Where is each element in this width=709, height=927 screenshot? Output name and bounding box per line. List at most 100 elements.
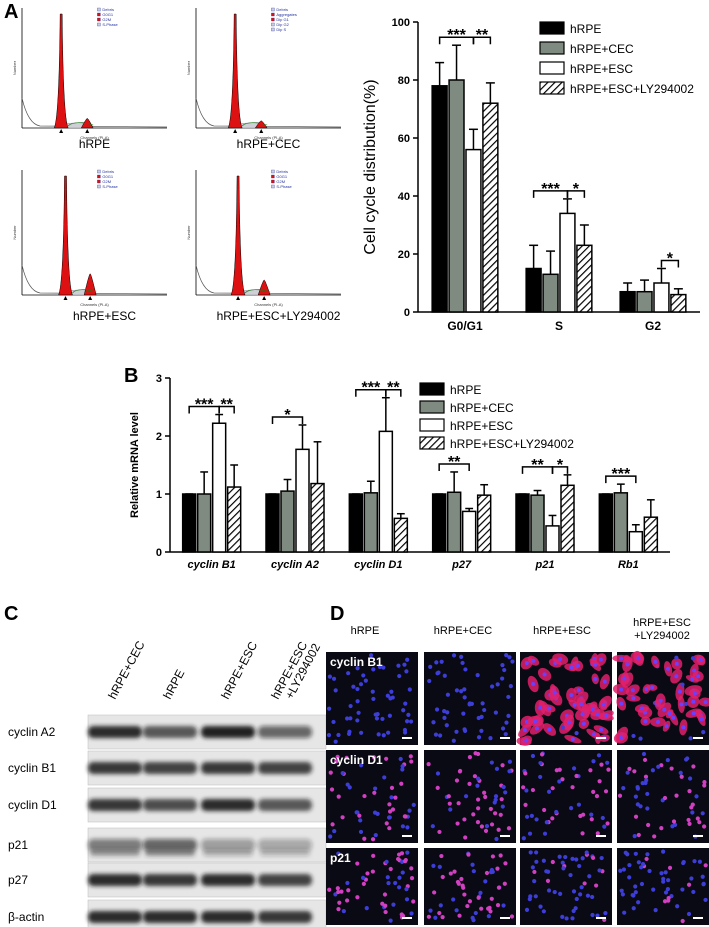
if-nucleus bbox=[451, 897, 456, 902]
g2-peak bbox=[83, 273, 97, 296]
if-nucleus bbox=[618, 868, 623, 873]
if-nucleus bbox=[644, 778, 649, 783]
significance-label: *** bbox=[541, 181, 560, 198]
if-nucleus bbox=[595, 831, 600, 836]
if-nucleus bbox=[370, 869, 375, 874]
if-nucleus bbox=[582, 881, 587, 886]
if-nucleus bbox=[404, 897, 410, 902]
legend-label: hRPE bbox=[570, 22, 601, 36]
if-nucleus bbox=[636, 860, 641, 865]
if-nucleus bbox=[475, 783, 480, 788]
if-image bbox=[424, 848, 516, 925]
if-nucleus bbox=[643, 774, 649, 779]
if-nucleus bbox=[336, 732, 341, 738]
legend-label: hRPE+ESC bbox=[570, 62, 633, 76]
if-nucleus bbox=[380, 716, 385, 722]
if-nucleus bbox=[547, 727, 552, 732]
significance-bracket bbox=[660, 259, 680, 268]
legend-label: hRPE+CEC bbox=[450, 401, 514, 415]
if-nucleus bbox=[576, 688, 581, 693]
if-nucleus bbox=[623, 850, 628, 855]
significance-bracket bbox=[271, 416, 304, 424]
legend-swatch bbox=[419, 382, 445, 396]
if-nucleus bbox=[671, 715, 676, 720]
flow-panel-label: hRPE+ESC+LY294002 bbox=[217, 309, 341, 323]
if-nucleus bbox=[622, 676, 627, 681]
if-nucleus bbox=[552, 889, 557, 895]
if-nucleus bbox=[447, 801, 452, 806]
if-nucleus bbox=[639, 881, 645, 887]
if-nucleus bbox=[476, 895, 481, 900]
if-nucleus bbox=[686, 911, 692, 917]
flow-legend-label: Dip G1 bbox=[276, 17, 289, 22]
if-nucleus bbox=[605, 760, 610, 765]
if-nucleus bbox=[678, 770, 683, 775]
blot-band bbox=[260, 849, 310, 856]
flow-legend-label: S-Phase bbox=[102, 22, 118, 27]
flow-legend-swatch bbox=[97, 22, 101, 27]
blot-band bbox=[88, 762, 142, 774]
if-image bbox=[326, 652, 418, 745]
if-nucleus bbox=[529, 813, 534, 819]
if-nucleus bbox=[680, 887, 685, 892]
if-nucleus bbox=[393, 880, 398, 886]
if-nucleus bbox=[571, 908, 576, 914]
y-axis-label: Relative mRNA level bbox=[129, 412, 141, 518]
if-nucleus bbox=[400, 824, 406, 829]
if-nucleus bbox=[596, 753, 602, 758]
if-nucleus bbox=[685, 756, 690, 761]
if-nucleus bbox=[504, 720, 509, 725]
legend-label: hRPE+CEC bbox=[570, 42, 634, 56]
flow-x-label: Channels (PI-A) bbox=[80, 302, 109, 307]
if-nucleus bbox=[409, 876, 415, 881]
bar bbox=[643, 516, 659, 553]
if-nucleus bbox=[691, 764, 696, 769]
if-nucleus bbox=[462, 695, 467, 700]
if-nucleus bbox=[663, 870, 668, 875]
if-nucleus bbox=[662, 795, 668, 801]
if-nucleus bbox=[375, 811, 380, 816]
if-nucleus bbox=[386, 881, 391, 886]
y-axis-label: Cell cycle distribution(%) bbox=[362, 79, 379, 254]
if-nucleus bbox=[409, 911, 414, 916]
if-nucleus bbox=[362, 793, 367, 799]
if-nucleus bbox=[345, 898, 350, 903]
if-nucleus bbox=[534, 850, 539, 855]
if-nucleus bbox=[632, 834, 637, 839]
if-nucleus bbox=[386, 730, 391, 735]
flow-legend-swatch bbox=[271, 7, 275, 12]
if-image bbox=[326, 750, 418, 843]
if-nucleus bbox=[509, 914, 515, 919]
if-nucleus bbox=[492, 800, 497, 805]
if-nucleus bbox=[461, 711, 466, 716]
if-nucleus bbox=[490, 684, 495, 689]
if-nucleus bbox=[504, 653, 509, 658]
if-nucleus bbox=[506, 826, 512, 831]
bar bbox=[628, 530, 644, 553]
if-nucleus bbox=[454, 729, 459, 734]
fit-curve bbox=[244, 289, 271, 294]
if-nucleus bbox=[618, 735, 623, 740]
if-nucleus bbox=[697, 859, 703, 864]
if-nucleus bbox=[448, 871, 453, 876]
bar bbox=[265, 493, 280, 553]
if-nucleus bbox=[524, 661, 529, 666]
if-nucleus bbox=[557, 779, 562, 784]
if-nucleus bbox=[542, 807, 547, 813]
if-nucleus bbox=[604, 713, 609, 718]
if-nucleus bbox=[411, 899, 416, 904]
if-nucleus bbox=[344, 755, 349, 760]
y-tick-label: 40 bbox=[398, 191, 410, 203]
if-nucleus bbox=[576, 663, 581, 668]
bar bbox=[196, 493, 212, 553]
if-image bbox=[516, 652, 614, 746]
if-nucleus bbox=[385, 875, 390, 880]
if-nucleus bbox=[569, 665, 574, 670]
significance-label: * bbox=[557, 457, 564, 474]
if-nucleus bbox=[625, 662, 630, 667]
if-nucleus bbox=[462, 728, 468, 733]
if-nucleus bbox=[550, 786, 555, 791]
if-nucleus bbox=[631, 893, 636, 898]
if-nucleus bbox=[619, 656, 624, 661]
if-nucleus bbox=[381, 665, 386, 670]
